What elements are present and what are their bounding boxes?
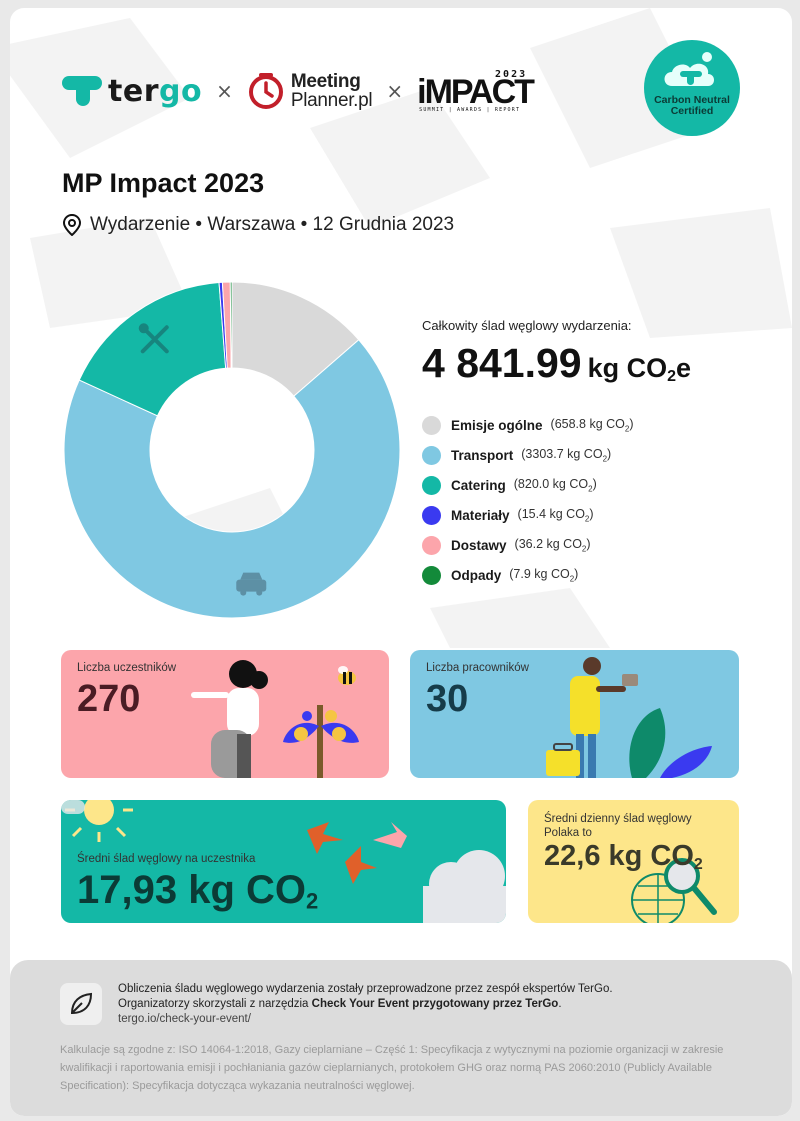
flower-illustration (283, 705, 359, 778)
legend-item: Odpady (7.9 kg CO2) (422, 560, 634, 590)
footer (10, 960, 792, 1116)
legend-value: (3303.7 kg CO2) (521, 446, 612, 464)
report-page: tergo × Meeting Planner.pl × iMPACT 2023… (10, 8, 792, 1116)
donut-segment-5 (229, 281, 233, 369)
daily-footprint-card: Średni dzienny ślad węglowy Polaka to 22,… (528, 800, 739, 923)
event-details: Wydarzenie • Warszawa • 12 Grudnia 2023 (62, 214, 454, 236)
legend-swatch (422, 415, 441, 435)
tergo-logo[interactable]: tergo (62, 74, 202, 109)
legend-swatch (422, 445, 441, 465)
cloud-illustration (423, 850, 506, 923)
bee-illustration (338, 666, 356, 685)
legend-label: Dostawy (451, 537, 507, 553)
legend-swatch (422, 505, 441, 525)
person-illustration (191, 660, 268, 778)
utensils-icon (138, 323, 169, 354)
employees-illustration (546, 657, 712, 778)
impact-wordmark: iMPACT (417, 73, 535, 111)
total-label: Całkowity ślad węglowy wydarzenia: (422, 318, 632, 333)
legend-label: Odpady (451, 567, 502, 583)
legend-item: Transport (3303.7 kg CO2) (422, 440, 634, 470)
participants-illustration (191, 660, 359, 778)
clock-icon (248, 73, 283, 109)
cloud-logo-icon (664, 52, 714, 86)
legend-swatch (422, 565, 441, 585)
impact-year: 2023 (495, 69, 528, 80)
meetingplanner-logo[interactable]: Meeting Planner.pl (247, 72, 373, 110)
badge-line2: Certified (670, 105, 714, 117)
per-participant-label: Średni ślad węglowy na uczestnika (77, 853, 256, 865)
legend-value: (7.9 kg CO2) (509, 566, 579, 584)
total-unit: kg CO2e (587, 353, 692, 385)
participants-card: Liczba uczestników 270 (61, 650, 389, 778)
leaf-icon (70, 992, 93, 1015)
total-emissions: 4 841.99 kg CO2e (422, 340, 691, 387)
daily-footprint-value: 22,6 kg CO2 (544, 840, 703, 873)
footer-line-1: Obliczenia śladu węglowego wydarzenia zo… (118, 983, 613, 995)
badge-line1: Carbon Neutral (654, 94, 730, 106)
carbon-neutral-badge: Carbon Neutral Certified (644, 40, 740, 136)
tergo-logo-icon (62, 76, 102, 106)
employees-value: 30 (426, 678, 469, 720)
chart-legend: Emisje ogólne (658.8 kg CO2) Transport (330… (422, 410, 634, 590)
per-participant-illustration (61, 800, 506, 923)
legend-label: Transport (451, 447, 514, 463)
legend-label: Emisje ogólne (451, 417, 543, 433)
page-title: MP Impact 2023 (62, 168, 265, 198)
participants-value: 270 (77, 678, 141, 720)
legend-value: (15.4 kg CO2) (517, 506, 594, 524)
map-pin-icon (62, 214, 82, 236)
impact-subtitle: SUMMIT | AWARDS | REPORT (419, 107, 521, 113)
per-participant-card: Średni ślad węglowy na uczestnika 17,93 … (61, 800, 506, 923)
donut-segment-2 (78, 281, 227, 417)
mp-logo-line2: Planner.pl (290, 90, 373, 111)
per-participant-value: 17,93 kg CO2 (77, 868, 319, 914)
legend-item: Catering (820.0 kg CO2) (422, 470, 634, 500)
impact-logo[interactable]: iMPACT 2023 SUMMIT | AWARDS | REPORT (417, 69, 535, 113)
legend-item: Emisje ogólne (658.8 kg CO2) (422, 410, 634, 440)
mp-logo-line1: Meeting (290, 71, 361, 92)
sun-illustration (61, 800, 133, 842)
legend-label: Materiały (451, 507, 510, 523)
legend-label: Catering (451, 477, 506, 493)
legend-value: (658.8 kg CO2) (550, 416, 634, 434)
legend-swatch (422, 475, 441, 495)
logo-separator: × (216, 79, 233, 103)
legend-value: (36.2 kg CO2) (514, 536, 591, 554)
legend-swatch (422, 535, 441, 555)
logo-separator-2: × (386, 79, 404, 103)
footer-link[interactable]: tergo.io/check-your-event/ (118, 1013, 251, 1025)
donut-segment-1 (63, 339, 401, 619)
leaf-illustration (629, 708, 712, 778)
legend-value: (820.0 kg CO2) (513, 476, 597, 494)
footer-line-2: Organizatorzy skorzystali z narzędzia Ch… (118, 998, 562, 1010)
partner-logos: tergo × Meeting Planner.pl × iMPACT 2023… (62, 66, 535, 116)
legend-item: Materiały (15.4 kg CO2) (422, 500, 634, 530)
participants-label: Liczba uczestników (77, 662, 177, 674)
globe-illustration (631, 858, 717, 923)
emissions-donut-chart (63, 281, 401, 619)
employees-label: Liczba pracowników (426, 662, 529, 674)
total-value: 4 841.99 (422, 340, 582, 386)
tergo-wordmark: tergo (108, 73, 203, 109)
legend-item: Dostawy (36.2 kg CO2) (422, 530, 634, 560)
footer-icon-box (60, 983, 102, 1025)
birds-illustration (307, 822, 407, 884)
employees-card: Liczba pracowników 30 (410, 650, 739, 778)
car-icon (236, 572, 267, 596)
daily-footprint-label: Średni dzienny ślad węglowy Polaka to (544, 813, 692, 839)
event-subtitle: Wydarzenie • Warszawa • 12 Grudnia 2023 (90, 214, 455, 235)
footer-note: Kalkulacje są zgodne z: ISO 14064-1:2018… (60, 1044, 724, 1092)
worker-illustration (546, 657, 638, 778)
